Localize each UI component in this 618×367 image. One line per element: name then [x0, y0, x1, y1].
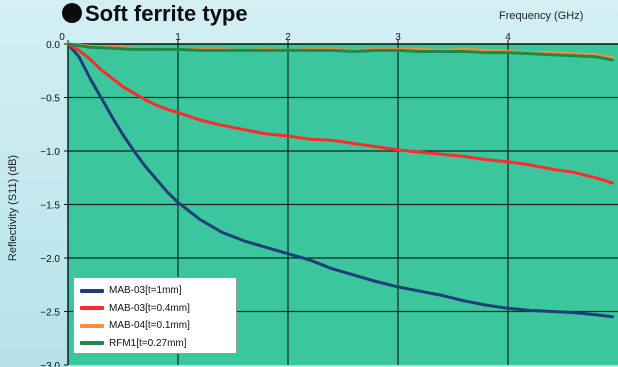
y-tick-label: −2.0	[40, 254, 60, 265]
legend-item: MAB-04[t=0.1mm]	[80, 317, 232, 335]
legend-label: MAB-03[t=1mm]	[109, 285, 182, 297]
legend-item: MAB-03[t=0.4mm]	[80, 300, 232, 318]
chart-legend: MAB-03[t=1mm] MAB-03[t=0.4mm] MAB-04[t=0.1…	[73, 277, 237, 354]
legend-label: MAB-04[t=0.1mm]	[109, 320, 190, 332]
bullet-icon	[62, 3, 82, 23]
y-tick-label: −3.0	[40, 361, 60, 367]
x-tick-label: 0	[59, 32, 65, 43]
series-line	[66, 42, 614, 319]
x-tick-label: 4	[505, 32, 511, 43]
series-line	[66, 42, 614, 62]
legend-swatch	[80, 341, 104, 346]
y-tick-label: 0.0	[46, 40, 60, 51]
y-tick-label: −1.5	[40, 201, 60, 212]
legend-label: MAB-03[t=0.4mm]	[109, 302, 190, 314]
x-tick-label: 3	[395, 32, 401, 43]
legend-swatch	[80, 323, 104, 328]
legend-item: MAB-03[t=1mm]	[80, 282, 232, 300]
series-line	[66, 42, 614, 185]
y-tick-label: −2.5	[40, 308, 60, 319]
x-tick-label: 1	[175, 32, 181, 43]
legend-label: RFM1[t=0.27mm]	[109, 337, 187, 349]
y-tick-label: −0.5	[40, 94, 60, 105]
y-tick-label: −1.0	[40, 147, 60, 158]
x-tick-label: 2	[285, 32, 291, 43]
legend-swatch	[80, 288, 104, 293]
chart-title: Soft ferrite type	[62, 0, 248, 28]
legend-item: RFM1[t=0.27mm]	[80, 335, 232, 353]
legend-swatch	[80, 306, 104, 311]
chart-title-text: Soft ferrite type	[85, 1, 248, 26]
x-axis-label: Frequency (GHz)	[499, 10, 584, 22]
